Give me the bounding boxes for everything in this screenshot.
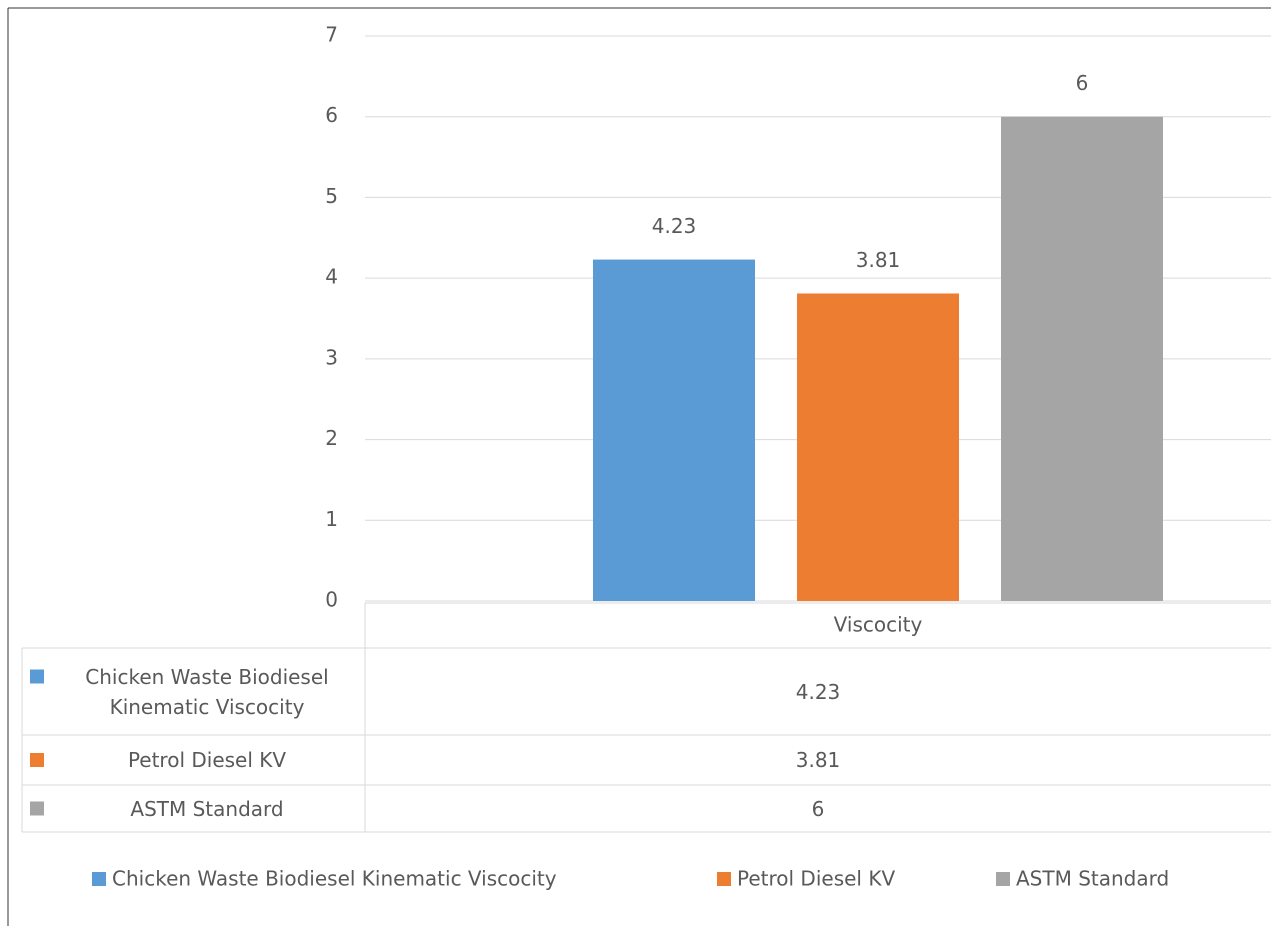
table-series-name: Petrol Diesel KV (127, 748, 287, 772)
legend-label: ASTM Standard (1016, 867, 1169, 891)
table-legend-key (30, 669, 44, 684)
legend-label: Petrol Diesel KV (737, 867, 895, 891)
legend-key (717, 872, 731, 886)
table-legend-key (30, 753, 44, 767)
legend-key (996, 872, 1010, 886)
table-value: 4.23 (795, 679, 841, 704)
y-tick-label: 3 (325, 345, 338, 369)
legend-key (92, 872, 106, 886)
y-tick-label: 4 (325, 265, 338, 289)
y-tick-label: 7 (325, 23, 338, 47)
bar (593, 259, 755, 601)
data-label: 4.23 (652, 214, 697, 238)
table-value: 6 (811, 796, 825, 821)
bar (1001, 116, 1163, 601)
data-label: 3.81 (856, 248, 901, 272)
y-tick-label: 6 (325, 103, 338, 127)
bar (797, 293, 959, 601)
table-series-name: Chicken Waste Biodiesel Kinematic Viscoc… (85, 664, 329, 719)
table-series-name: ASTM Standard (130, 796, 284, 821)
table-value: 3.81 (795, 748, 841, 772)
table-legend-key (30, 801, 44, 816)
x-tick-label: Viscocity (834, 613, 923, 637)
legend-label: Chicken Waste Biodiesel Kinematic Viscoc… (112, 867, 557, 891)
y-tick-label: 2 (325, 426, 338, 450)
y-tick-label: 1 (325, 507, 338, 531)
y-tick-label: 0 (325, 588, 338, 612)
y-tick-label: 5 (325, 184, 338, 208)
data-label: 6 (1076, 71, 1089, 95)
